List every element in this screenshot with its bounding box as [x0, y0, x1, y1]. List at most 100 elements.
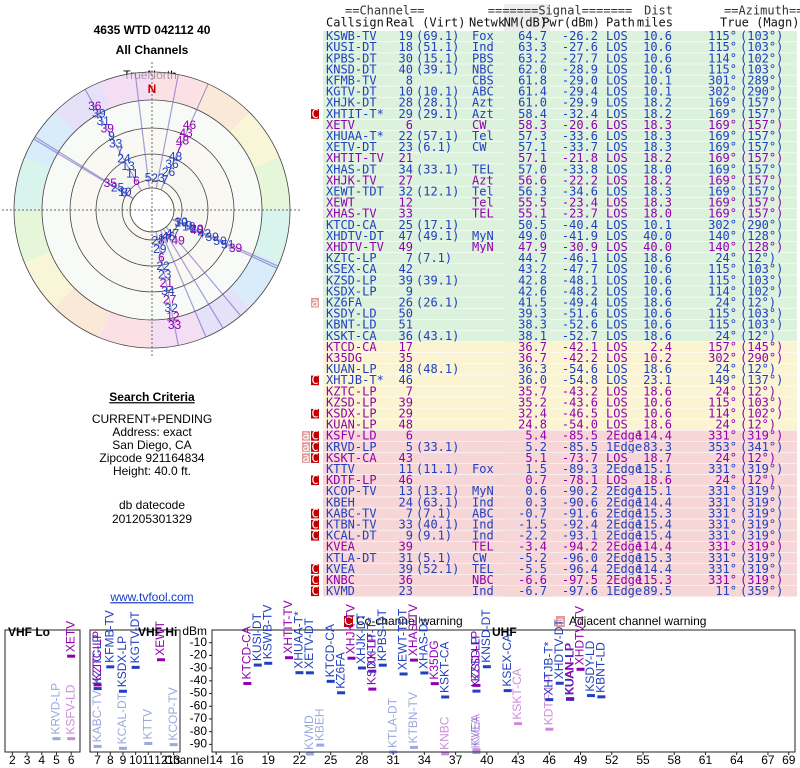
signal-level — [347, 656, 356, 660]
cell-magn: (102°) — [740, 406, 783, 420]
cell-dist: 115.3 — [636, 551, 672, 565]
y-tick-label: -60 — [190, 698, 208, 712]
cell-pwr: -90.6 — [562, 495, 598, 509]
cell-magn: (128°) — [740, 229, 783, 243]
cell-nm: 55.5 — [518, 196, 547, 210]
cell-real: 6 — [406, 429, 413, 443]
cell-pwr: -54.8 — [562, 373, 598, 387]
signal-level — [368, 669, 377, 673]
row-background — [323, 319, 797, 331]
cell-true: 24° — [715, 329, 737, 343]
cell-nm: 63.3 — [518, 40, 547, 54]
cell-real: 46 — [399, 473, 413, 487]
warning-flag: a — [302, 429, 309, 443]
row-background — [323, 430, 797, 442]
cell-true: 353° — [708, 440, 737, 454]
row-background — [323, 541, 797, 553]
signal-level — [472, 683, 481, 687]
cell-real: 33 — [399, 517, 413, 531]
cell-magn: (289°) — [740, 73, 783, 87]
cell-dist: 23.1 — [643, 373, 672, 387]
ring-sector — [194, 287, 250, 338]
polar-channel: 46 — [183, 118, 197, 132]
polar-channel: 12 — [166, 310, 180, 324]
cell-dist: 18.0 — [643, 162, 672, 176]
cell-net: CBS — [472, 73, 494, 87]
cell-true: 331° — [708, 484, 737, 498]
row-background — [323, 219, 797, 231]
cell-path: LOS — [606, 295, 628, 309]
signal-level — [378, 663, 387, 667]
cell-magn: (12°) — [740, 451, 776, 465]
cell-net: ABC — [472, 506, 494, 520]
signal-label: KNBC — [437, 716, 451, 750]
signal-label: KNSD-DT — [479, 609, 493, 663]
row-background — [323, 552, 797, 564]
cell-magn: (103°) — [740, 62, 783, 76]
cell-true: 115° — [708, 318, 737, 332]
cell-virt: (33.1) — [416, 162, 459, 176]
cell-magn: (157°) — [740, 129, 783, 143]
row-background — [323, 563, 797, 575]
cell-dist: 18.6 — [643, 384, 672, 398]
header-group: =======Signal======= — [488, 4, 633, 18]
signal-level — [399, 672, 408, 676]
site-link[interactable]: www.tvfool.com — [109, 590, 193, 604]
warning-flag-box — [311, 431, 319, 441]
cell-path: 2Edge — [606, 429, 642, 443]
cell-path: 1Edge — [606, 584, 642, 598]
cell-virt: (52.1) — [416, 562, 459, 576]
bearing-spoke — [162, 228, 224, 329]
signal-level — [409, 658, 418, 662]
signal-level — [93, 683, 102, 687]
cell-pwr: -46.5 — [562, 406, 598, 420]
cell-real: 25 — [399, 218, 413, 232]
cell-virt: (39.1) — [416, 62, 459, 76]
warning-flag-box — [311, 519, 319, 530]
cell-true: 169° — [708, 107, 737, 121]
cell-true: 169° — [708, 196, 737, 210]
cell-virt: (11.1) — [416, 462, 459, 476]
cell-pwr: -52.6 — [562, 318, 598, 332]
warning-flag-box — [311, 475, 319, 486]
signal-label: KUAN-LP — [562, 643, 576, 695]
warning-flag: a — [302, 440, 309, 454]
row-background — [323, 264, 797, 275]
polar-plot: N191830408102829622232134273212332547497… — [2, 62, 302, 358]
ring-sector — [54, 82, 110, 133]
cell-path: LOS — [606, 251, 628, 265]
cell-call: XHDTV-DT — [326, 229, 384, 243]
cell-nm: -0.7 — [518, 506, 547, 520]
polar-channel: 39 — [205, 230, 219, 244]
row-background — [323, 130, 797, 142]
cell-dist: 10.1 — [643, 73, 672, 87]
cell-real: 36 — [399, 329, 413, 343]
cell-dist: 10.1 — [643, 218, 672, 232]
cell-virt: (33.1) — [416, 440, 459, 454]
cell-call: XHJK-TV — [326, 173, 377, 187]
cell-call: K35DG — [326, 351, 362, 365]
cell-dist: 18.2 — [643, 107, 672, 121]
cell-true: 114° — [708, 406, 737, 420]
cell-nm: 56.3 — [518, 184, 547, 198]
cell-dist: 10.6 — [643, 29, 672, 43]
warning-flag: C — [311, 373, 318, 387]
cell-path: LOS — [606, 473, 628, 487]
ring-sector — [229, 252, 280, 308]
x-tick-label: 55 — [636, 753, 650, 767]
x-tick-label: 10 — [129, 753, 143, 767]
cell-nm: 49.0 — [518, 229, 547, 243]
cell-real: 7 — [406, 251, 413, 265]
cell-dist: 83.3 — [643, 440, 672, 454]
cell-net: MyN — [472, 484, 494, 498]
cell-dist: 18.3 — [643, 129, 672, 143]
cell-real: 12 — [399, 196, 413, 210]
cell-real: 29 — [399, 107, 413, 121]
cell-virt: (17.1) — [416, 218, 459, 232]
cell-call: XHAS-TV — [326, 207, 377, 221]
cell-magn: (12°) — [740, 251, 776, 265]
cell-pwr: -97.6 — [562, 584, 598, 598]
polar-channel: 42 — [198, 227, 212, 241]
cell-magn: (319°) — [740, 495, 783, 509]
cell-real: 22 — [399, 129, 413, 143]
